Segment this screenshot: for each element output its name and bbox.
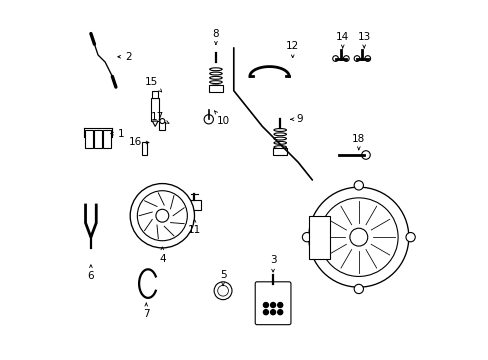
Text: 13: 13	[357, 32, 370, 48]
Text: 6: 6	[87, 265, 94, 282]
Text: 16: 16	[129, 138, 149, 148]
Circle shape	[270, 302, 275, 307]
Circle shape	[364, 56, 370, 62]
Bar	[84, 130, 93, 148]
Ellipse shape	[273, 146, 286, 149]
Circle shape	[308, 187, 408, 287]
Ellipse shape	[273, 137, 286, 140]
Polygon shape	[152, 121, 158, 126]
Text: 2: 2	[118, 52, 131, 62]
Text: 7: 7	[142, 303, 149, 319]
Text: 8: 8	[212, 28, 219, 44]
Circle shape	[302, 233, 311, 242]
Circle shape	[130, 184, 194, 248]
Text: 18: 18	[351, 134, 365, 150]
Text: 14: 14	[335, 32, 348, 48]
Bar	[151, 98, 159, 121]
Text: 17: 17	[150, 112, 169, 123]
Text: 11: 11	[187, 219, 201, 235]
Bar	[152, 91, 158, 98]
Bar	[94, 130, 102, 148]
Circle shape	[203, 114, 213, 124]
Ellipse shape	[209, 68, 222, 71]
Bar	[159, 122, 165, 130]
Bar	[272, 148, 287, 155]
Text: 12: 12	[285, 41, 299, 58]
Ellipse shape	[209, 85, 222, 88]
Circle shape	[277, 302, 282, 307]
Circle shape	[160, 118, 164, 123]
Circle shape	[217, 285, 228, 296]
Circle shape	[156, 209, 168, 222]
Circle shape	[214, 282, 231, 300]
Circle shape	[270, 310, 275, 315]
Circle shape	[263, 302, 268, 307]
Circle shape	[343, 56, 348, 62]
Bar	[308, 216, 329, 258]
Text: 15: 15	[145, 77, 162, 92]
Circle shape	[277, 310, 282, 315]
Circle shape	[263, 310, 268, 315]
Bar	[208, 85, 223, 93]
Circle shape	[353, 181, 363, 190]
Text: 10: 10	[214, 111, 229, 126]
Ellipse shape	[273, 129, 286, 131]
Bar	[102, 130, 111, 148]
Ellipse shape	[273, 133, 286, 136]
Bar	[142, 143, 147, 155]
FancyBboxPatch shape	[255, 282, 290, 325]
Ellipse shape	[209, 72, 222, 75]
Text: 9: 9	[290, 114, 303, 124]
Text: 1: 1	[110, 129, 124, 139]
Text: 4: 4	[159, 247, 165, 264]
Text: 3: 3	[269, 255, 276, 272]
Circle shape	[349, 228, 367, 246]
Ellipse shape	[209, 76, 222, 79]
Ellipse shape	[209, 81, 222, 84]
Bar	[188, 201, 201, 210]
Circle shape	[405, 233, 414, 242]
Ellipse shape	[273, 141, 286, 144]
Circle shape	[353, 56, 359, 62]
Circle shape	[353, 284, 363, 294]
Circle shape	[361, 151, 369, 159]
Circle shape	[137, 191, 187, 241]
Circle shape	[332, 56, 338, 62]
Text: 5: 5	[219, 270, 226, 285]
Circle shape	[319, 198, 397, 276]
